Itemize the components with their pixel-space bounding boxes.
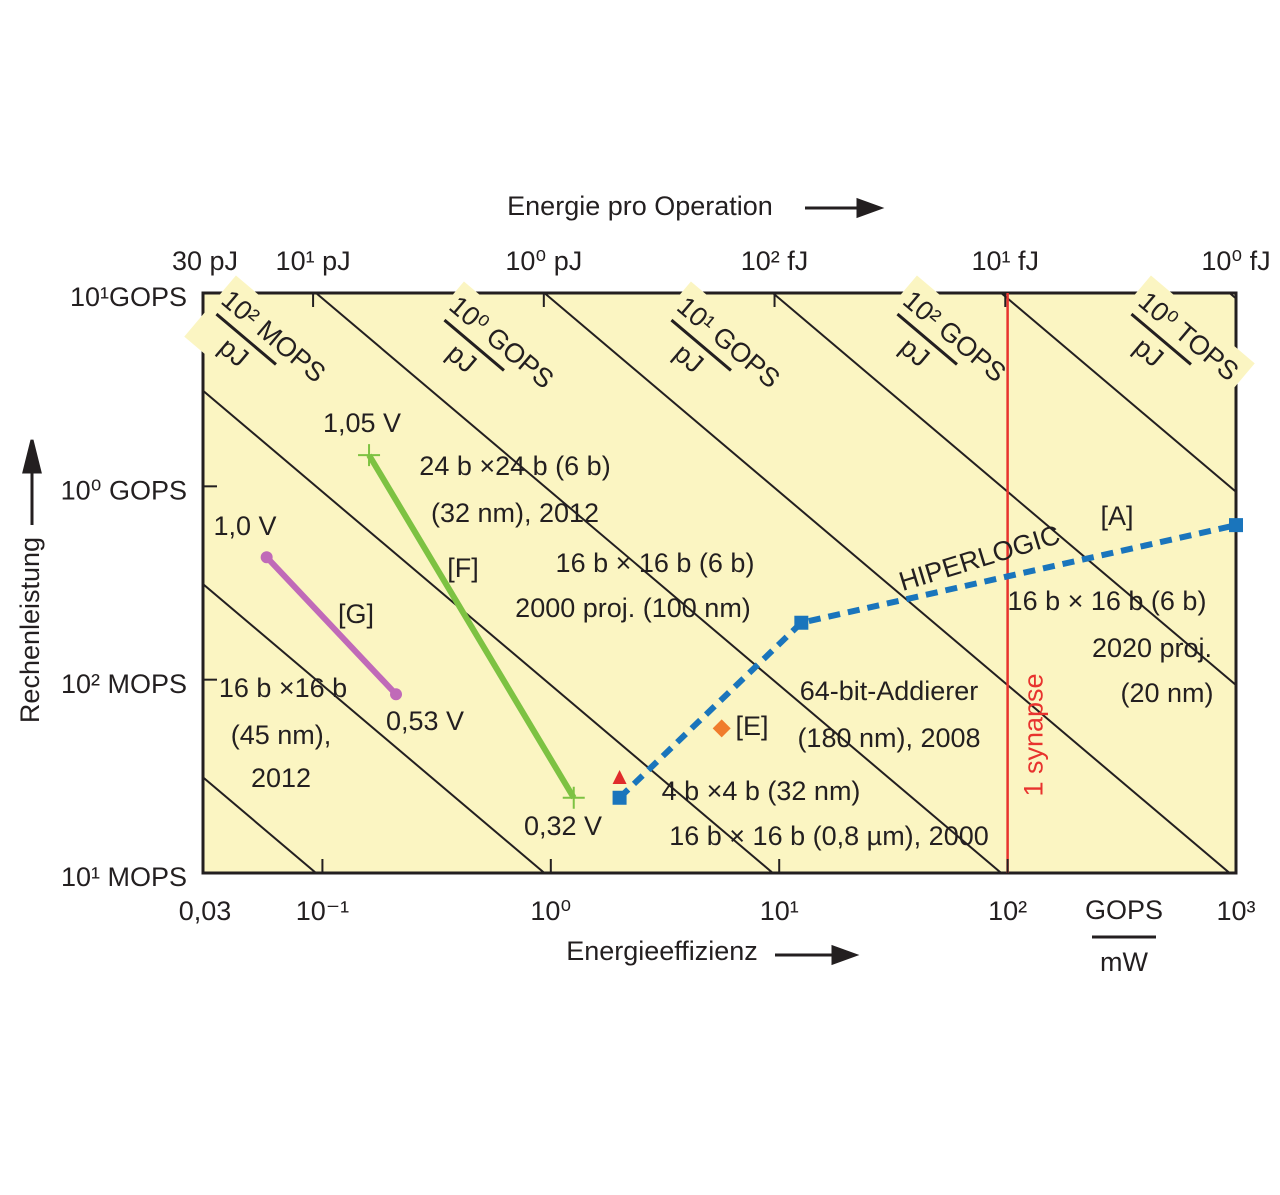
annotation: 1,0 V <box>213 511 276 541</box>
arrow <box>22 439 42 525</box>
diagonal-line <box>203 389 775 873</box>
y-tick-label: 10⁰ GOPS <box>61 475 187 505</box>
x2-tick-label: 30 pJ <box>172 246 238 276</box>
fraction-bar <box>896 312 958 366</box>
x2-axis-title: Energie pro Operation <box>507 191 773 221</box>
y-axis-title: Rechenleistung <box>15 537 45 723</box>
annotation: 16 b × 16 b (6 b) <box>556 548 755 578</box>
marker <box>1229 518 1243 533</box>
diagonal-line <box>315 293 1003 873</box>
diagonal-line <box>543 293 1232 873</box>
label-bg <box>184 275 340 425</box>
label-bg <box>639 281 795 431</box>
annotation: [A] <box>1100 501 1133 531</box>
annotation: (20 nm) <box>1120 678 1213 708</box>
x2-tick-label: 10⁰ pJ <box>505 246 582 276</box>
label-bg <box>1099 275 1255 425</box>
annotation: (180 nm), 2008 <box>797 723 980 753</box>
annotation: 1,05 V <box>323 408 401 438</box>
x-tick-label: 10⁻¹ <box>296 896 349 926</box>
marker <box>390 688 403 701</box>
label-bg <box>865 275 1021 425</box>
series-line <box>264 555 399 697</box>
annotation: 2020 proj. <box>1092 633 1212 663</box>
x2-tick-label: 10⁰ fJ <box>1201 246 1270 276</box>
annotation: 16 b × 16 b (6 b) <box>1008 586 1207 616</box>
x2-tick-label: 10¹ fJ <box>972 246 1040 276</box>
annotation: 0,53 V <box>386 706 464 736</box>
arrow <box>805 197 885 219</box>
series-label: [F] <box>447 553 479 583</box>
x-tick-label: 10³ <box>1216 896 1255 926</box>
annotation: 2012 <box>251 763 311 793</box>
x-tick-label: 10⁰ <box>530 896 571 926</box>
series-line <box>617 522 1237 800</box>
annotation: 16 b × 16 b (0,8 µm), 2000 <box>669 821 989 851</box>
annotation: (32 nm), 2012 <box>431 498 599 528</box>
diagonals <box>203 293 1236 873</box>
marker <box>260 551 273 564</box>
y-tick-label: 10² MOPS <box>61 669 187 699</box>
annotation: 24 b ×24 b (6 b) <box>419 451 610 481</box>
x-tick-label: 0,03 <box>179 896 232 926</box>
annotation: 0,32 V <box>524 811 602 841</box>
diagonal-line <box>203 582 546 873</box>
marker <box>794 615 809 630</box>
fraction-bar <box>670 318 732 372</box>
series-label: [G] <box>338 599 374 629</box>
y-tick-label: 10¹ MOPS <box>61 862 187 892</box>
x2-tick-label: 10¹ pJ <box>276 246 351 276</box>
diagonal-line <box>1000 293 1236 494</box>
annotation: 64-bit-Addierer <box>800 676 979 706</box>
fraction-bar <box>443 318 505 372</box>
x2-tick-label: 10² fJ <box>741 246 809 276</box>
x-tick-label: 10² <box>988 896 1027 926</box>
series-line <box>366 453 577 800</box>
marker <box>358 444 381 467</box>
annotation: 4 b ×4 b (32 nm) <box>662 776 861 806</box>
x-unit: GOPS <box>1085 895 1163 925</box>
plot-frame <box>201 291 1238 875</box>
label-bg <box>412 281 568 431</box>
annotation: (45 nm), <box>231 720 332 750</box>
fraction-bar <box>215 312 277 366</box>
series-label: [E] <box>735 711 768 741</box>
annotation: 16 b ×16 b <box>219 673 347 703</box>
arrow <box>775 944 860 966</box>
marker <box>612 770 627 785</box>
reference-label: 1 synapse <box>1019 673 1049 796</box>
marker <box>562 786 585 809</box>
x-axis-title: Energieeffizienz <box>566 936 758 966</box>
annotation: 2000 proj. (100 nm) <box>515 593 751 623</box>
y-tick-label: 10¹GOPS <box>70 282 187 312</box>
x-tick-label: 10¹ <box>760 896 799 926</box>
x-unit: mW <box>1100 947 1148 977</box>
marker <box>612 790 627 805</box>
fraction-bar <box>1130 312 1192 366</box>
diagonal-line <box>772 293 1236 687</box>
marker <box>712 719 731 738</box>
